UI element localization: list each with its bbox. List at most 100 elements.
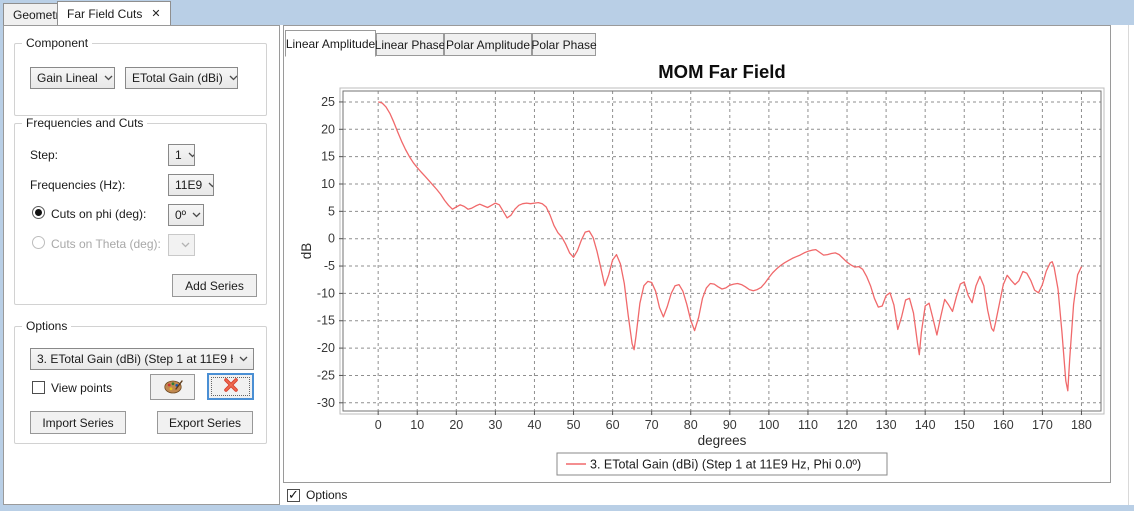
frequency-value: 11E9 bbox=[175, 178, 203, 192]
plot-area[interactable] bbox=[343, 91, 1101, 411]
phi-angle-select[interactable]: 0º bbox=[168, 204, 204, 226]
tab-far-field-cuts[interactable]: Far Field Cuts ✕ bbox=[57, 1, 171, 25]
tab-close-icon[interactable]: ✕ bbox=[151, 8, 161, 20]
x-tick-label: 120 bbox=[837, 418, 858, 432]
chart-title: MOM Far Field bbox=[658, 61, 785, 82]
active-series-select[interactable]: 3. ETotal Gain (dBi) (Step 1 at 11E9 Hz.… bbox=[30, 348, 254, 370]
y-tick-label: -10 bbox=[317, 286, 335, 300]
chevron-down-icon bbox=[181, 242, 190, 248]
export-series-button-label: Export Series bbox=[168, 415, 242, 430]
tab-polar-phase-label: Polar Phase bbox=[531, 37, 597, 52]
palette-icon bbox=[163, 378, 183, 397]
y-tick-label: 15 bbox=[321, 150, 335, 164]
window-chrome-bottom bbox=[0, 505, 1134, 511]
chevron-down-icon bbox=[229, 75, 237, 81]
y-tick-label: -30 bbox=[317, 396, 335, 410]
x-tick-label: 160 bbox=[993, 418, 1014, 432]
x-tick-label: 180 bbox=[1071, 418, 1092, 432]
y-tick-label: 25 bbox=[321, 95, 335, 109]
y-tick-label: 10 bbox=[321, 177, 335, 191]
frequency-select[interactable]: 11E9 bbox=[168, 174, 214, 196]
y-tick-label: 20 bbox=[321, 122, 335, 136]
chevron-down-icon bbox=[208, 182, 213, 188]
x-tick-label: 0 bbox=[375, 418, 382, 432]
phi-angle-value: 0º bbox=[175, 208, 187, 222]
export-series-button[interactable]: Export Series bbox=[157, 411, 253, 434]
frequencies-cuts-group: Frequencies and Cuts Step: 1 Frequencies… bbox=[14, 116, 267, 305]
x-tick-label: 110 bbox=[798, 418, 818, 432]
cuts-on-phi-radio[interactable] bbox=[32, 206, 45, 219]
tab-polar-phase[interactable]: Polar Phase bbox=[531, 33, 597, 56]
x-tick-label: 170 bbox=[1032, 418, 1053, 432]
cuts-on-theta-label: Cuts on Theta (deg): bbox=[51, 237, 161, 251]
delete-series-button[interactable] bbox=[207, 373, 254, 400]
component-field-value: ETotal Gain (dBi) bbox=[132, 71, 223, 85]
x-tick-label: 30 bbox=[488, 418, 502, 432]
x-tick-label: 90 bbox=[723, 418, 737, 432]
step-label: Step: bbox=[30, 148, 59, 162]
y-tick-label: 0 bbox=[328, 232, 335, 246]
chevron-down-icon bbox=[188, 152, 194, 158]
tab-linear-phase-label: Linear Phase bbox=[374, 37, 446, 52]
x-tick-label: 50 bbox=[567, 418, 581, 432]
panel-splitter[interactable] bbox=[1128, 25, 1129, 505]
farfield-chart[interactable]: 0 10 20 30 40 50 60 70 80 90 100 110 120 130 140 150 160… bbox=[284, 26, 1112, 484]
y-tick-label: -25 bbox=[317, 368, 335, 382]
component-group-title: Component bbox=[22, 36, 93, 50]
x-tick-label: 130 bbox=[876, 418, 897, 432]
add-series-button-label: Add Series bbox=[185, 278, 244, 293]
cuts-on-theta-radio bbox=[32, 236, 45, 249]
y-axis-label: dB bbox=[299, 243, 314, 260]
step-select[interactable]: 1 bbox=[168, 144, 195, 166]
tab-linear-amplitude[interactable]: Linear Amplitude bbox=[285, 30, 376, 57]
y-tick-label: -20 bbox=[317, 341, 335, 355]
frequencies-cuts-group-title: Frequencies and Cuts bbox=[22, 116, 148, 130]
cuts-on-phi-label: Cuts on phi (deg): bbox=[51, 207, 147, 221]
tab-geometry-label: Geometry bbox=[13, 7, 66, 22]
chevron-down-icon bbox=[192, 212, 201, 218]
add-series-button[interactable]: Add Series bbox=[172, 274, 257, 297]
tab-linear-phase[interactable]: Linear Phase bbox=[374, 33, 446, 56]
options-visibility-checkbox[interactable] bbox=[287, 487, 300, 503]
far-field-controls-panel: Component Gain Lineal ETotal Gain (dBi) … bbox=[3, 25, 280, 505]
tab-polar-amplitude[interactable]: Polar Amplitude bbox=[444, 33, 532, 56]
far-field-chart-panel: Linear Amplitude Linear Phase Polar Ampl… bbox=[283, 25, 1111, 483]
gain-type-value: Gain Lineal bbox=[37, 71, 98, 85]
tab-linear-amplitude-label: Linear Amplitude bbox=[285, 36, 376, 51]
chart-canvas: 0 10 20 30 40 50 60 70 80 90 100 110 120 130 140 150 160… bbox=[299, 61, 1105, 476]
chevron-down-icon bbox=[239, 356, 248, 362]
options-visibility-label: Options bbox=[306, 488, 348, 502]
x-tick-label: 20 bbox=[449, 418, 463, 432]
options-toggle-row: Options bbox=[287, 487, 348, 503]
view-points-label: View points bbox=[51, 381, 113, 395]
frequencies-label: Frequencies (Hz): bbox=[30, 178, 126, 192]
import-series-button[interactable]: Import Series bbox=[30, 411, 126, 434]
x-tick-label: 10 bbox=[410, 418, 424, 432]
x-tick-label: 150 bbox=[954, 418, 975, 432]
x-tick-label: 80 bbox=[684, 418, 698, 432]
active-series-value: 3. ETotal Gain (dBi) (Step 1 at 11E9 Hz.… bbox=[37, 352, 233, 366]
legend-box bbox=[556, 452, 888, 476]
x-tick-label: 100 bbox=[758, 418, 779, 432]
options-group-title: Options bbox=[22, 319, 72, 333]
step-value: 1 bbox=[175, 148, 182, 162]
series-color-button[interactable] bbox=[150, 374, 195, 400]
view-points-checkbox[interactable] bbox=[32, 381, 45, 394]
y-tick-label: 5 bbox=[328, 204, 335, 218]
x-tick-label: 140 bbox=[915, 418, 936, 432]
gain-type-select[interactable]: Gain Lineal bbox=[30, 67, 115, 89]
component-group: Component Gain Lineal ETotal Gain (dBi) bbox=[14, 36, 267, 116]
tab-polar-amplitude-label: Polar Amplitude bbox=[445, 37, 531, 52]
plot-border bbox=[342, 90, 1102, 412]
x-axis-label: degrees bbox=[698, 433, 747, 448]
x-tick-label: 60 bbox=[606, 418, 620, 432]
import-series-button-label: Import Series bbox=[42, 415, 114, 430]
plot-bevel bbox=[339, 87, 1105, 415]
component-field-select[interactable]: ETotal Gain (dBi) bbox=[125, 67, 238, 89]
red-x-icon bbox=[223, 378, 239, 395]
window-chrome-left bbox=[0, 0, 3, 511]
y-tick-label: -15 bbox=[317, 314, 335, 328]
legend-label: 3. ETotal Gain (dBi) (Step 1 at 11E9 Hz,… bbox=[590, 458, 861, 472]
chevron-down-icon bbox=[104, 75, 113, 81]
